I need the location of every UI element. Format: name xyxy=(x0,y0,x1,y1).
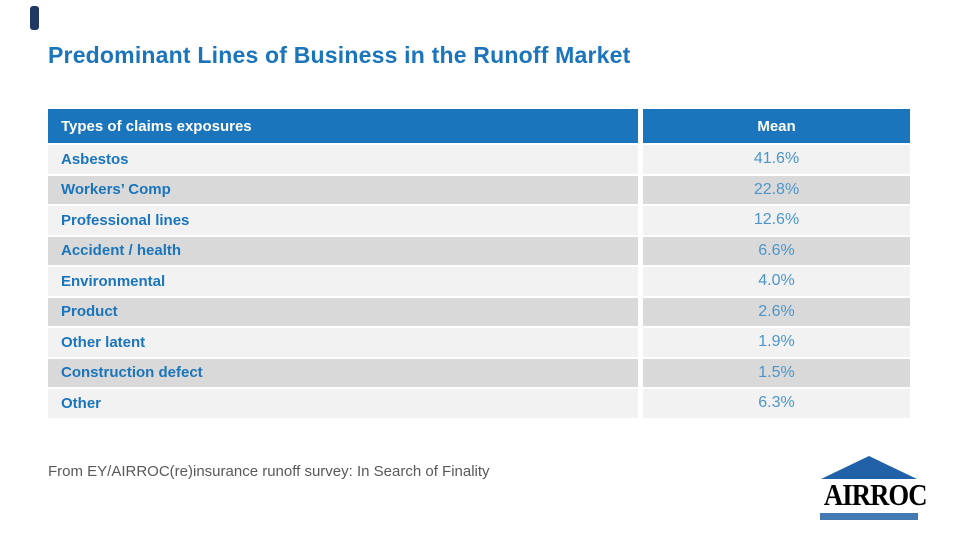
row-mean: 1.5% xyxy=(643,358,910,389)
row-mean: 2.6% xyxy=(643,297,910,328)
accent-bar xyxy=(30,6,39,30)
row-mean: 6.3% xyxy=(643,389,910,420)
table-row: Asbestos 41.6% xyxy=(48,145,910,176)
row-label: Environmental xyxy=(48,267,643,298)
row-mean: 41.6% xyxy=(643,145,910,176)
table-row: Environmental 4.0% xyxy=(48,267,910,298)
table-row: Construction defect 1.5% xyxy=(48,358,910,389)
table-row: Other latent 1.9% xyxy=(48,328,910,359)
logo-roof-icon xyxy=(821,456,917,479)
logo-wordmark: AIRROC xyxy=(823,478,928,513)
row-mean: 4.0% xyxy=(643,267,910,298)
claims-table: Types of claims exposures Mean Asbestos 4… xyxy=(48,109,910,420)
row-label: Product xyxy=(48,297,643,328)
row-label: Construction defect xyxy=(48,358,643,389)
table-row: Product 2.6% xyxy=(48,297,910,328)
row-label: Workers’ Comp xyxy=(48,175,643,206)
table-body: Asbestos 41.6% Workers’ Comp 22.8% Professio… xyxy=(48,145,910,420)
row-mean: 22.8% xyxy=(643,175,910,206)
row-mean: 6.6% xyxy=(643,236,910,267)
table-row: Accident / health 6.6% xyxy=(48,236,910,267)
row-label: Professional lines xyxy=(48,206,643,237)
table-header: Types of claims exposures Mean xyxy=(48,109,910,145)
table-row: Workers’ Comp 22.8% xyxy=(48,175,910,206)
table-row: Professional lines 12.6% xyxy=(48,206,910,237)
row-label: Other xyxy=(48,389,643,420)
source-footnote: From EY/AIRROC(re)insurance runoff surve… xyxy=(48,463,490,480)
column-header-types: Types of claims exposures xyxy=(48,109,643,145)
table-header-row: Types of claims exposures Mean xyxy=(48,109,910,145)
page-title: Predominant Lines of Business in the Run… xyxy=(48,42,631,68)
row-label: Other latent xyxy=(48,328,643,359)
row-label: Accident / health xyxy=(48,236,643,267)
claims-table-wrap: Types of claims exposures Mean Asbestos 4… xyxy=(48,109,910,420)
row-mean: 12.6% xyxy=(643,206,910,237)
row-label: Asbestos xyxy=(48,145,643,176)
column-header-mean: Mean xyxy=(643,109,910,145)
row-mean: 1.9% xyxy=(643,328,910,359)
logo-base-bar xyxy=(820,513,918,520)
table-row: Other 6.3% xyxy=(48,389,910,420)
airroc-logo: AIRROC xyxy=(820,456,928,520)
